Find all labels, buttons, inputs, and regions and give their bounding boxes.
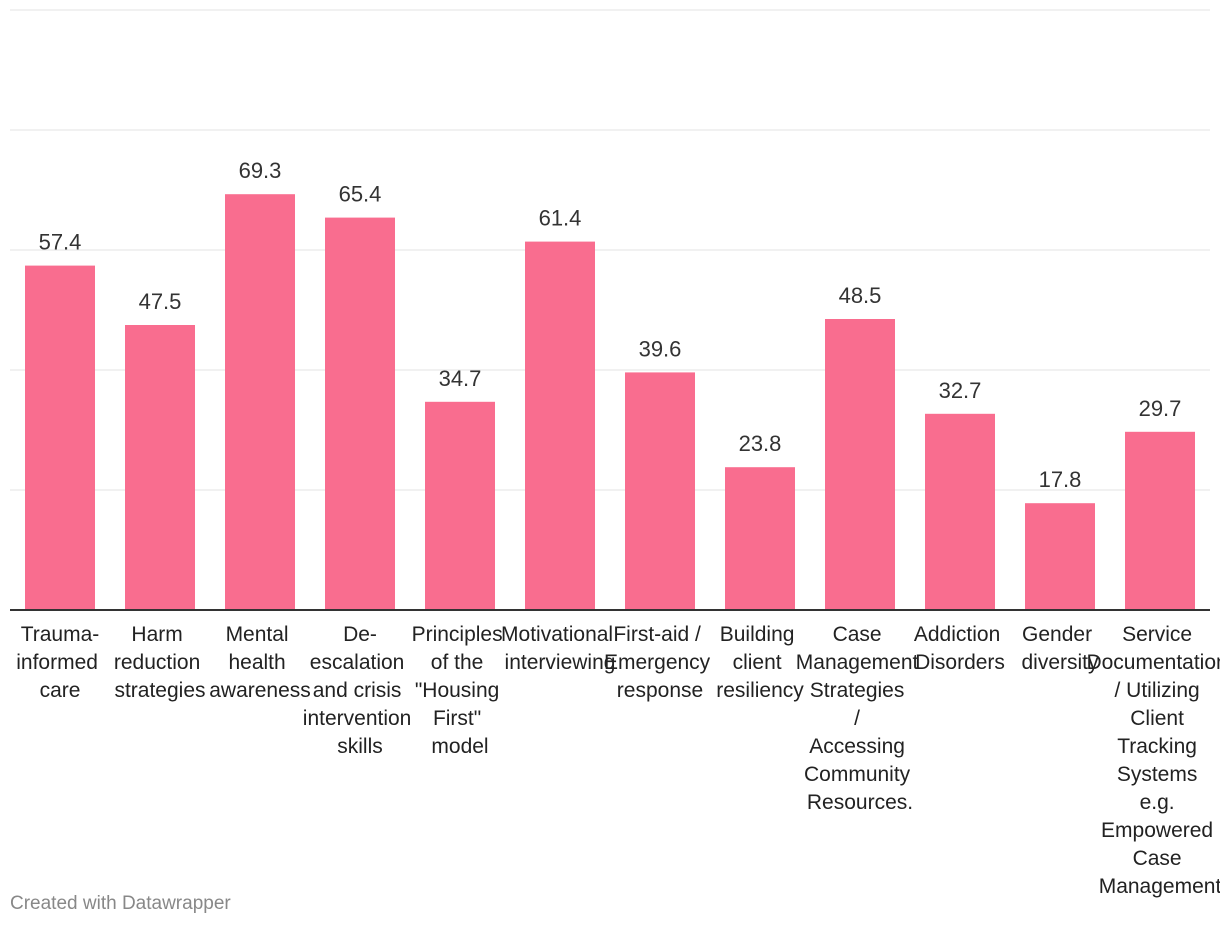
value-label: 61.4	[539, 206, 582, 231]
bar	[825, 319, 895, 610]
bar	[1025, 503, 1095, 610]
x-tick-label: Case Management Strategies / Accessing C…	[796, 623, 924, 814]
value-label: 34.7	[439, 366, 482, 391]
value-label: 57.4	[39, 230, 82, 255]
x-tick-label: Service Documentation / Utilizing Client…	[1086, 623, 1220, 898]
value-label: 65.4	[339, 182, 382, 207]
value-label: 32.7	[939, 378, 982, 403]
bar	[1125, 431, 1195, 610]
bar	[925, 413, 995, 610]
x-tick-label: Trauma-informed care	[16, 623, 104, 702]
value-label: 29.7	[1139, 396, 1182, 421]
value-label: 47.5	[139, 289, 182, 314]
value-label: 39.6	[639, 336, 682, 361]
value-label: 48.5	[839, 283, 882, 308]
x-tick-label: Addiction Disorders	[914, 623, 1006, 674]
x-tick-label: Harm reduction strategies	[114, 623, 206, 702]
bar	[225, 194, 295, 610]
x-tick-label: Building client resiliency	[716, 623, 804, 702]
x-tick-label: Mental health awareness	[209, 623, 311, 702]
x-tick-label: Gender diversity	[1021, 623, 1099, 674]
x-tick-label: De-escalation and crisis intervention sk…	[303, 623, 417, 758]
x-tick-label: Principles of the "Housing First" model	[412, 623, 509, 758]
value-label: 23.8	[739, 431, 782, 456]
bar	[325, 217, 395, 610]
bar	[625, 372, 695, 610]
bar	[525, 241, 595, 610]
value-label: 69.3	[239, 158, 282, 183]
value-label: 17.8	[1039, 467, 1082, 492]
bar	[125, 325, 195, 610]
bar	[725, 467, 795, 610]
credit: Created with Datawrapper	[10, 893, 231, 914]
x-tick-label: First-aid / Emergency response	[604, 623, 716, 702]
x-tick-label: Motivational interviewing	[501, 623, 619, 674]
bar	[425, 401, 495, 610]
bar	[25, 265, 95, 610]
